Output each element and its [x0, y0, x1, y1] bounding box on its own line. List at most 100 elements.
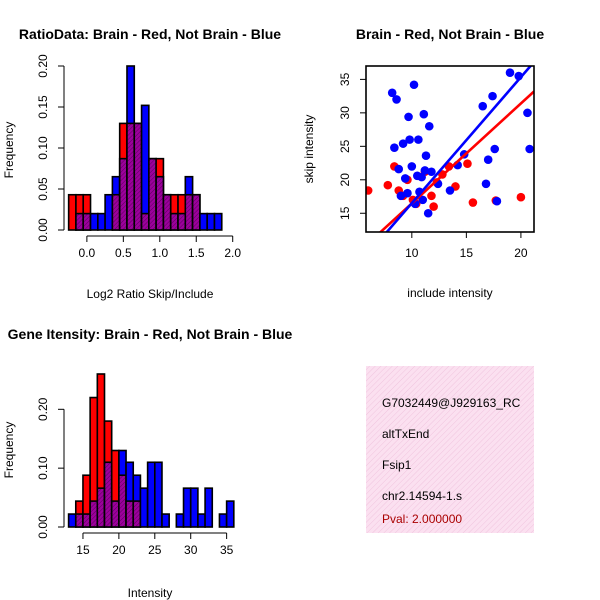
scatter-point-brain — [383, 180, 393, 190]
x-tick-label: 10 — [405, 246, 419, 260]
hist-bar-overlap — [89, 500, 99, 528]
scatter-frame — [365, 65, 535, 233]
scatter-point-not-brain — [423, 208, 433, 218]
x-tick-label: 25 — [148, 543, 162, 557]
scatter-xlabel: include intensity — [407, 286, 492, 300]
hist-bar-overlap — [191, 193, 201, 231]
event-type-text: altTxEnd — [382, 427, 429, 441]
hist-bar-overlap — [148, 157, 157, 231]
scatter-point-not-brain — [419, 109, 429, 119]
x-tick-label: 1.0 — [151, 246, 168, 260]
fit-line-not-brain — [385, 66, 533, 232]
hist-bar-overlap — [162, 193, 172, 231]
hist-bar-not-brain — [213, 212, 223, 231]
hist-bar-overlap — [74, 513, 84, 528]
hist-bar-overlap — [140, 212, 150, 231]
y-tick-label: 15 — [338, 206, 352, 220]
hist-bar-not-brain — [153, 461, 163, 528]
scatter-point-not-brain — [478, 101, 488, 111]
scatter-point-not-brain — [445, 186, 455, 195]
scatter-point-not-brain — [394, 164, 404, 174]
ratio-histogram-bars — [67, 65, 223, 231]
scatter-title: Brain - Red, Not Brain - Blue — [356, 26, 544, 42]
x-tick-label: 1.5 — [188, 246, 205, 260]
scatter-point-not-brain — [407, 162, 417, 171]
ratio-histogram-title: RatioData: Brain - Red, Not Brain - Blue — [19, 26, 281, 42]
scatter-point-not-brain — [421, 151, 431, 160]
hist-bar-not-brain — [199, 212, 208, 231]
scatter-point-not-brain — [420, 166, 430, 175]
x-tick-label: 2.0 — [224, 246, 241, 260]
hist-bar-brain — [67, 193, 77, 231]
hist-bar-overlap — [75, 212, 85, 231]
scatter-point-not-brain — [390, 143, 399, 152]
hist-bar-not-brain — [89, 212, 99, 231]
scatter-point-not-brain — [424, 121, 434, 131]
scatter-point-not-brain — [417, 172, 426, 182]
scatter-point-not-brain — [400, 174, 410, 183]
scatter-point-not-brain — [392, 95, 401, 104]
scatter-point-not-brain — [409, 80, 419, 90]
intensity-histogram-xlabel: Intensity — [128, 586, 173, 600]
scatter-ylabel: skip intensity — [302, 115, 316, 184]
hist-bar-not-brain — [146, 461, 156, 528]
hist-bar-overlap — [132, 500, 142, 528]
scatter-point-not-brain — [418, 195, 428, 205]
hist-bar-not-brain — [104, 193, 114, 231]
hist-bar-not-brain — [225, 500, 235, 528]
probe-id-text: G7032449@J929163_RC — [382, 396, 521, 410]
y-tick-label: 0.10 — [36, 136, 50, 160]
scatter-point-not-brain — [414, 135, 423, 144]
intensity-histogram-title: Gene Itensity: Brain - Red, Not Brain - … — [8, 326, 293, 342]
scatter-point-not-brain — [387, 88, 397, 98]
hist-bar-not-brain — [204, 487, 214, 528]
y-tick-label: 0.20 — [36, 397, 50, 421]
scatter-point-brain — [429, 202, 438, 211]
hist-bar-not-brain — [139, 487, 149, 528]
x-tick-label: 15 — [76, 543, 90, 557]
x-tick-label: 30 — [184, 543, 198, 557]
y-tick-label: 30 — [338, 106, 352, 120]
intensity-scatter-panel: Brain - Red, Not Brain - Blue 10 15 20 15 20… — [302, 26, 544, 300]
hist-bar-not-brain — [175, 513, 185, 528]
hist-bar-not-brain — [197, 513, 206, 528]
ratio-histogram-ylabel: Frequency — [2, 122, 16, 179]
intensity-histogram-bars — [67, 373, 235, 528]
hist-bar-overlap — [133, 122, 143, 231]
scatter-point-brain — [366, 186, 373, 195]
hist-bar-overlap — [118, 157, 128, 231]
scatter-point-brain — [468, 198, 478, 207]
scatter-point-not-brain — [481, 179, 491, 189]
y-tick-label: 0.05 — [36, 177, 50, 201]
x-tick-label: 0.0 — [79, 246, 96, 260]
hist-bar-overlap — [118, 474, 127, 528]
y-tick-label: 0.10 — [36, 456, 50, 480]
scatter-point-not-brain — [505, 68, 515, 77]
scatter-point-not-brain — [403, 188, 412, 198]
locus-text: chr2.14594-1.s — [382, 489, 462, 503]
scatter-point-not-brain — [398, 139, 408, 148]
scatter-point-not-brain — [523, 108, 532, 118]
x-tick-label: 20 — [112, 543, 126, 557]
hist-bar-overlap — [103, 461, 113, 528]
ratio-histogram-xlabel: Log2 Ratio Skip/Include — [87, 287, 214, 301]
scatter-point-brain — [516, 192, 526, 202]
hist-bar-overlap — [169, 212, 179, 231]
scatter-point-not-brain — [483, 155, 493, 165]
hist-bar-not-brain — [161, 513, 170, 528]
hist-bar-overlap — [110, 500, 120, 528]
hist-bar-overlap — [126, 122, 136, 231]
hist-bar-not-brain — [97, 212, 106, 231]
hist-bar-overlap — [111, 193, 121, 231]
scatter-point-not-brain — [488, 91, 497, 101]
y-tick-label: 25 — [338, 139, 352, 153]
scatter-point-not-brain — [396, 191, 406, 201]
scatter-point-brain — [427, 191, 436, 201]
ratio-histogram-panel: RatioData: Brain - Red, Not Brain - Blue… — [2, 26, 281, 301]
hist-bar-not-brain — [218, 513, 228, 528]
scatter-point-not-brain — [525, 144, 534, 154]
ratio-histogram-axes: 0.0 0.5 1.0 1.5 2.0 0.00 0.05 0.10 0.15 0.20 — [36, 54, 241, 260]
scatter-point-not-brain — [405, 135, 414, 144]
hist-bar-overlap — [96, 487, 106, 528]
